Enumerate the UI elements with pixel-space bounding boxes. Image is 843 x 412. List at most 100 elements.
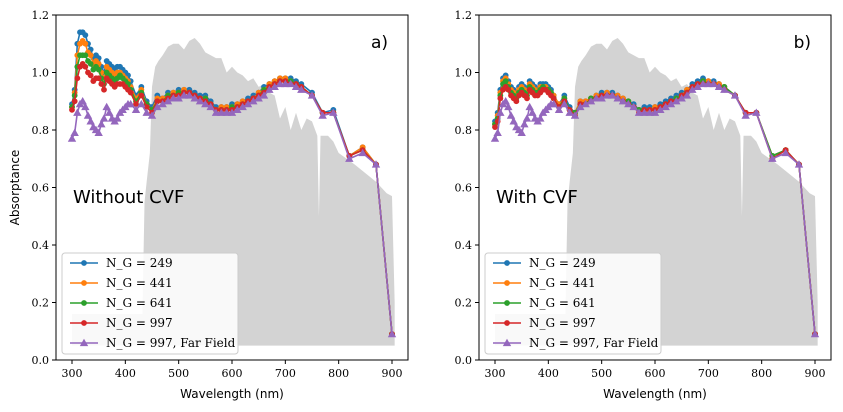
data-point [238,102,247,111]
data-point [102,102,111,111]
data-point [82,40,89,47]
legend-label: N_G = 997, Far Field [529,336,659,350]
data-point [275,79,285,88]
legend-marker [504,320,510,326]
data-point [497,95,504,102]
y-tick-label: 0.0 [32,354,50,367]
x-tick-label: 700 [698,367,719,380]
data-point [67,134,77,142]
x-tick-label: 300 [485,367,506,380]
data-point [206,102,215,111]
legend-item: N_G = 249 [493,256,596,270]
data-point [496,108,505,116]
data-point [741,111,750,119]
x-tick-label: 900 [382,367,403,380]
y-tick-label: 1.0 [32,67,50,80]
legend-box [61,252,239,355]
y-axis-label: Absorptance [8,150,22,226]
x-tick-label: 400 [115,367,136,380]
data-point [95,66,102,73]
data-point [87,60,94,67]
data-point [698,79,708,88]
data-point [131,105,141,114]
data-point [101,86,107,93]
legend-item: N_G = 249 [70,256,173,270]
data-point [597,94,606,102]
series-layer [67,29,397,338]
data-point [113,114,122,122]
x-tick-label: 800 [328,367,349,380]
data-point [524,95,530,102]
data-point [528,108,537,116]
data-point [560,99,569,108]
data-point [97,120,106,128]
data-point [581,99,590,108]
data-point [682,91,692,99]
panel-annotation: With CVF [496,187,578,208]
legend-label: N_G = 641 [106,296,173,310]
data-point [249,97,258,105]
data-point [259,91,269,99]
x-tick-label: 600 [222,367,243,380]
legend-item: N_G = 441 [493,276,596,290]
data-point [87,52,94,59]
data-point [99,114,109,122]
data-point [629,102,638,111]
legend-marker [504,260,510,266]
data-point [185,91,194,99]
data-point [506,111,516,119]
data-point [71,98,78,105]
data-point [83,111,93,119]
data-point [174,94,183,102]
data-point [781,148,790,157]
data-point [127,89,134,96]
y-tick-label: 1.0 [455,67,473,80]
data-point [794,160,804,168]
x-tick-label: 500 [591,367,612,380]
panel-label: b) [794,33,811,53]
y-tick-label: 1.2 [32,9,50,22]
data-point [501,97,510,105]
y-tick-label: 0.2 [32,297,50,310]
data-point [549,99,558,108]
data-point [613,94,622,102]
data-point [163,97,173,105]
data-point [318,111,327,119]
legend-item: N_G = 997, Far Field [493,336,659,350]
legend-marker [79,338,89,347]
data-point [645,108,654,116]
data-point [730,91,740,99]
x-tick-label: 300 [62,367,83,380]
data-point [179,91,189,99]
panel-annotation: Without CVF [73,187,184,208]
data-point [677,94,686,102]
data-point [656,105,665,114]
data-point [286,79,295,88]
data-point [768,154,777,162]
data-point [94,128,103,137]
legend-label: N_G = 997 [529,316,596,330]
y-tick-label: 0.4 [32,239,50,252]
data-point [222,108,231,116]
legend-label: N_G = 249 [106,256,173,270]
data-point [133,101,139,108]
data-point [672,97,681,105]
data-point [70,128,79,137]
data-point [550,95,557,102]
data-point [98,81,105,87]
data-point [190,94,199,102]
legend: N_G = 249 N_G = 441 N_G = 641 N_G = 997 N_G … [484,252,662,355]
data-point [504,102,513,111]
legend-marker [504,300,510,306]
data-point [143,104,150,110]
data-point [217,108,226,116]
data-point [169,94,178,102]
y-tick-label: 0.6 [32,182,50,195]
data-point [666,99,676,108]
data-point [371,160,381,168]
y-tick-label: 0.0 [455,354,473,367]
data-point [517,128,526,137]
legend-marker [81,260,87,266]
data-point [570,111,580,119]
data-point [291,82,301,91]
